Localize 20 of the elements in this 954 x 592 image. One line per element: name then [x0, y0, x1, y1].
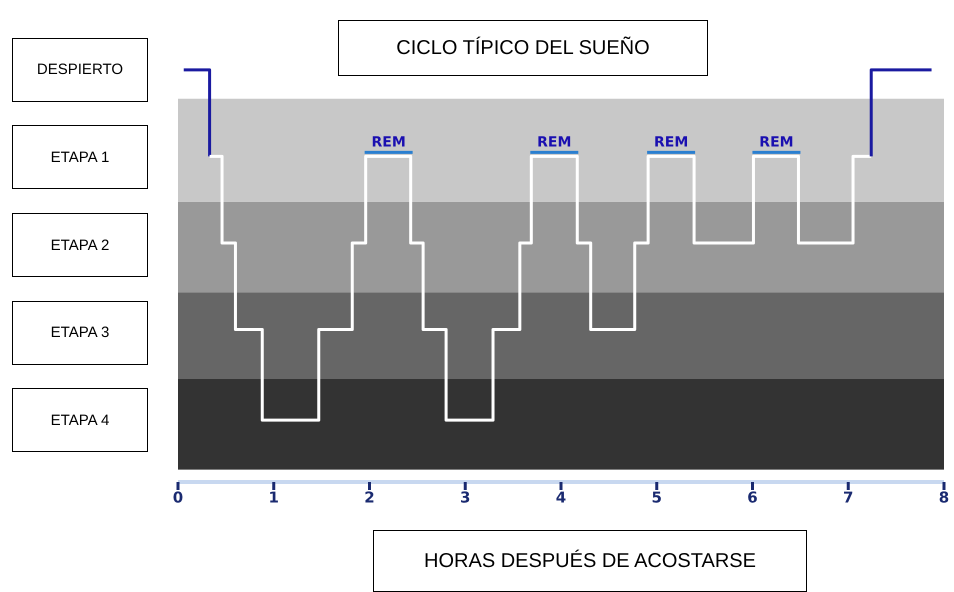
category-label: ETAPA 4 — [50, 412, 110, 429]
category-label: ETAPA 1 — [50, 148, 110, 166]
annotation: REM — [654, 134, 688, 150]
x-tick-label: 1 — [268, 488, 279, 507]
x-tick-label: 3 — [460, 488, 470, 507]
annotation: REM — [372, 134, 406, 150]
x-axis-title: HORAS DESPUÉS DE ACOSTARSE — [373, 530, 807, 592]
x-tick-label: 7 — [843, 488, 854, 507]
category-label: DESPIERTO — [36, 61, 124, 78]
category-label: ETAPA 2 — [50, 236, 110, 254]
category-label: ETAPA 3 — [50, 324, 110, 342]
x-tick-label: 5 — [652, 488, 662, 507]
x-tick-label: 8 — [938, 488, 950, 507]
x-tick-label: 2 — [364, 488, 375, 507]
annotation: REM — [759, 134, 794, 150]
x-tick-label: 4 — [556, 488, 566, 507]
x-tick-label: 6 — [747, 488, 758, 507]
annotation: REM — [537, 134, 572, 150]
chart-title: CICLO TÍPICO DEL SUEÑO — [338, 20, 708, 76]
x-tick-label: 0 — [172, 488, 184, 507]
